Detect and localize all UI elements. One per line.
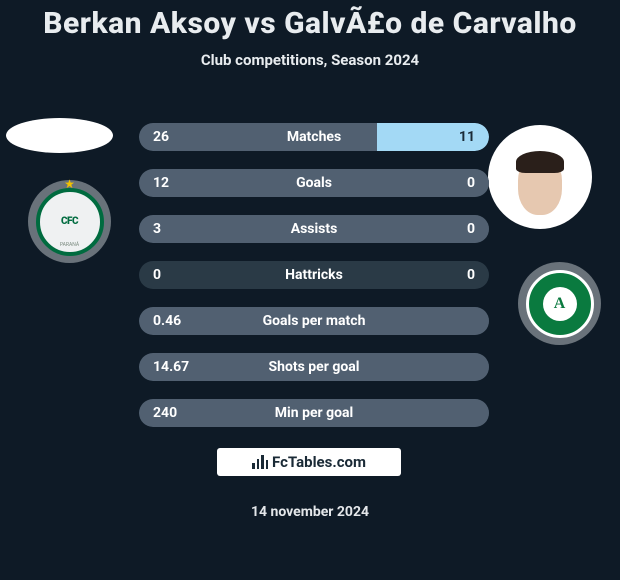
stat-row: 3Assists0 bbox=[139, 215, 489, 243]
branding-text: FcTables.com bbox=[272, 453, 366, 471]
stat-value-right: 0 bbox=[467, 261, 475, 289]
header: Berkan Aksoy vs GalvÃ£o de Carvalho Club… bbox=[0, 0, 620, 69]
stat-row: 26Matches11 bbox=[139, 123, 489, 151]
stat-label: Matches bbox=[139, 123, 489, 151]
stat-label: Shots per goal bbox=[139, 353, 489, 381]
stat-row: 240Min per goal bbox=[139, 399, 489, 427]
club-right-badge: A bbox=[518, 262, 601, 345]
comparison-date: 14 november 2024 bbox=[0, 504, 620, 520]
stat-label: Min per goal bbox=[139, 399, 489, 427]
stats-table: 26Matches1112Goals03Assists00Hattricks00… bbox=[139, 123, 489, 445]
club-left-badge: ★ CFC PARANÁ bbox=[28, 180, 111, 263]
stat-value-right: 0 bbox=[467, 169, 475, 197]
stat-label: Goals bbox=[139, 169, 489, 197]
page-subtitle: Club competitions, Season 2024 bbox=[0, 51, 620, 69]
club-left-subtext: PARANÁ bbox=[60, 242, 79, 248]
page-title: Berkan Aksoy vs GalvÃ£o de Carvalho bbox=[0, 6, 620, 41]
stat-row: 14.67Shots per goal bbox=[139, 353, 489, 381]
stat-value-right: 0 bbox=[467, 215, 475, 243]
club-left-initials: CFC bbox=[61, 217, 78, 227]
star-icon: ★ bbox=[64, 177, 75, 191]
stat-row: 0Hattricks0 bbox=[139, 261, 489, 289]
stat-row: 12Goals0 bbox=[139, 169, 489, 197]
stat-label: Goals per match bbox=[139, 307, 489, 335]
stat-label: Assists bbox=[139, 215, 489, 243]
player-left-avatar bbox=[6, 118, 113, 153]
stat-value-right: 11 bbox=[459, 123, 475, 151]
stat-row: 0.46Goals per match bbox=[139, 307, 489, 335]
player-right-avatar bbox=[488, 125, 592, 229]
fctables-branding[interactable]: FcTables.com bbox=[217, 448, 401, 476]
bar-chart-icon bbox=[252, 455, 268, 469]
club-right-initials: A bbox=[554, 295, 566, 313]
stat-label: Hattricks bbox=[139, 261, 489, 289]
